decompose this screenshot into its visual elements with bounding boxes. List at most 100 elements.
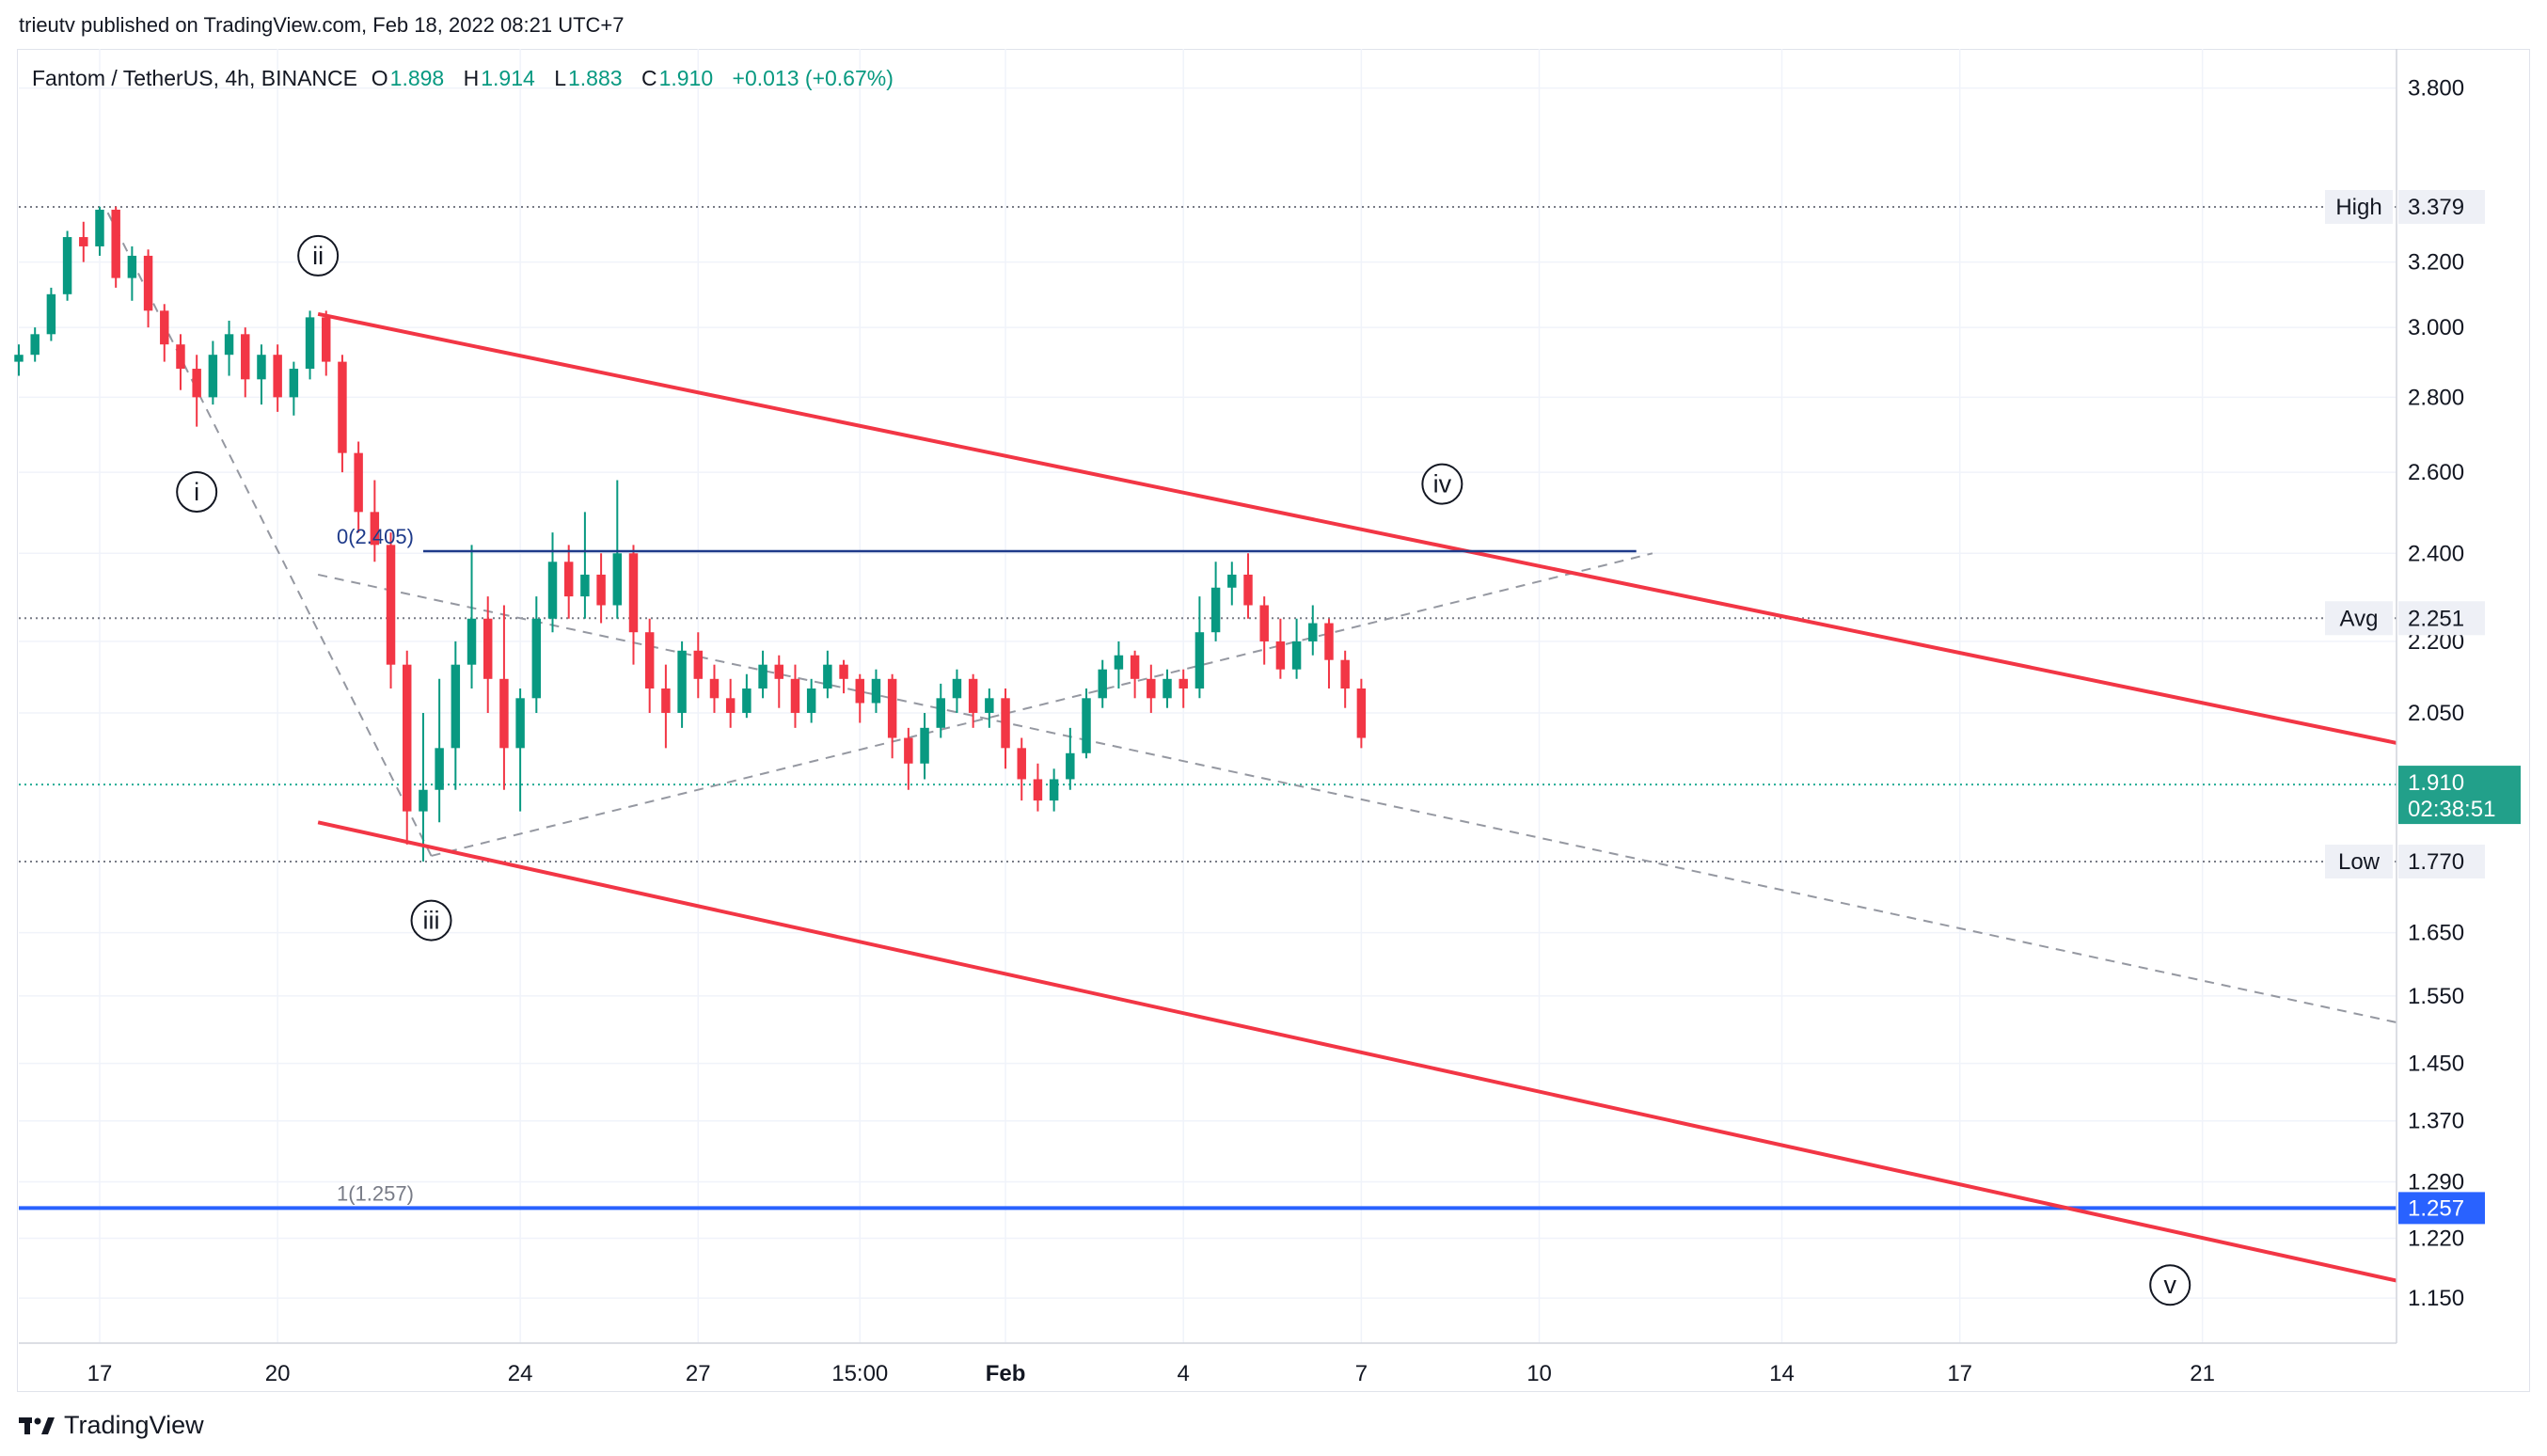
candle-body — [192, 369, 201, 398]
x-tick-label: 20 — [265, 1361, 291, 1386]
candle-body — [515, 698, 525, 749]
fib-levels[interactable]: 0(2.405) 1(1.257) — [337, 525, 1637, 1205]
candle-body — [273, 355, 282, 398]
legend-low-label: L — [554, 66, 566, 90]
x-tick-label: 17 — [87, 1361, 113, 1386]
candle-body — [289, 369, 299, 398]
x-tick-label: 4 — [1178, 1361, 1190, 1386]
x-tick-label: 7 — [1355, 1361, 1368, 1386]
target-price-box — [2398, 1192, 2485, 1225]
wave-label-circle — [297, 234, 340, 277]
y-tick-label: 1.370 — [2408, 1109, 2464, 1134]
candle-body — [612, 553, 623, 606]
candle-body — [30, 334, 40, 356]
candle-body — [806, 688, 816, 713]
y-tick-label: 1.450 — [2408, 1052, 2464, 1077]
channel-upper-line[interactable] — [317, 311, 2397, 745]
candle-body — [499, 678, 509, 749]
candle-body — [127, 255, 137, 278]
candle-body — [1243, 574, 1253, 606]
channel-lower-line[interactable] — [317, 820, 2397, 1283]
candle-body — [823, 664, 832, 689]
y-tick-label: 1.150 — [2408, 1286, 2464, 1311]
wave-label-circle — [1421, 463, 1463, 505]
target-price-value: 1.257 — [2408, 1195, 2464, 1221]
legend-close: 1.910 — [658, 66, 714, 90]
low-tag: Low — [2338, 849, 2381, 875]
last-price-value: 1.910 — [2408, 770, 2464, 796]
candle-body — [419, 789, 428, 812]
x-tick-label: 10 — [1527, 1361, 1552, 1386]
candle-body — [887, 678, 897, 738]
candle-body — [725, 698, 736, 713]
x-tick-label: 14 — [1769, 1361, 1795, 1386]
candle-body — [370, 512, 380, 546]
channel-lines[interactable] — [317, 311, 2397, 1283]
candle-body — [224, 334, 234, 356]
candle-body — [531, 618, 542, 699]
candle-body — [790, 678, 800, 713]
candle-body — [661, 688, 671, 713]
wave-label: v — [2163, 1271, 2176, 1299]
grid — [19, 49, 2397, 1343]
candle-body — [1179, 678, 1188, 689]
fib-level-label: 0(2.405) — [337, 525, 414, 548]
candle-body — [1114, 655, 1124, 670]
candle-body — [208, 355, 218, 398]
x-tick-label: 27 — [686, 1361, 711, 1386]
candle-body — [677, 650, 687, 713]
tradingview-logo-icon — [19, 1416, 55, 1434]
candle-body — [1356, 688, 1367, 738]
dashed-line — [431, 552, 1653, 857]
candle-body — [693, 650, 704, 679]
candle-body — [628, 553, 639, 633]
candle-body — [1130, 655, 1140, 679]
low-value: 1.770 — [2408, 849, 2464, 875]
y-tick-label: 1.290 — [2408, 1170, 2464, 1195]
wave-label-circle — [2149, 1264, 2191, 1306]
legend-low: 1.883 — [568, 66, 623, 90]
candle-body — [1324, 623, 1334, 660]
wave-label-circle — [176, 471, 218, 514]
candle-body — [257, 355, 266, 380]
candle-body — [46, 293, 56, 335]
wave-label: i — [194, 478, 199, 506]
high-tag-bg — [2325, 190, 2393, 225]
last-price-box — [2398, 766, 2521, 825]
candle-body — [580, 574, 590, 597]
dashed-wave-lines — [106, 212, 2397, 1023]
low-tag-bg — [2325, 845, 2393, 879]
wave-label-circle — [410, 899, 452, 942]
candle-body — [644, 632, 655, 689]
candle-body — [1340, 659, 1350, 689]
candle-body — [742, 688, 751, 713]
candle-body — [1194, 632, 1205, 689]
legend-symbol: Fantom / TetherUS, 4h, BINANCE — [32, 66, 357, 90]
x-tick-label: 15:00 — [831, 1361, 888, 1386]
tradingview-brand[interactable]: TradingView — [19, 1411, 204, 1440]
candle-body — [1082, 698, 1091, 753]
candle-body — [95, 209, 104, 246]
candle-body — [467, 618, 477, 665]
candle-body — [160, 310, 169, 345]
brand-name: TradingView — [64, 1411, 204, 1439]
candle-body — [904, 737, 913, 764]
candle-body — [1049, 779, 1059, 801]
y-tick-label: 2.600 — [2408, 460, 2464, 485]
candle-body — [871, 678, 881, 704]
candle-body — [1033, 779, 1043, 801]
time-axis[interactable]: 17 20 24 27 15:00 Feb 4 7 10 14 17 21 — [19, 1342, 2397, 1386]
price-axis[interactable]: 3.8003.2003.0002.8002.6002.4002.2002.050… — [2325, 49, 2521, 1343]
candle-body — [386, 545, 396, 665]
legend-close-label: C — [641, 66, 657, 90]
candle-body — [305, 317, 315, 370]
candle-body — [483, 618, 493, 679]
candle-body — [14, 355, 24, 362]
candle-body — [322, 317, 331, 362]
candles — [14, 206, 1367, 863]
candle-body — [403, 664, 412, 812]
candle-body — [79, 237, 88, 246]
candle-body — [143, 255, 153, 311]
